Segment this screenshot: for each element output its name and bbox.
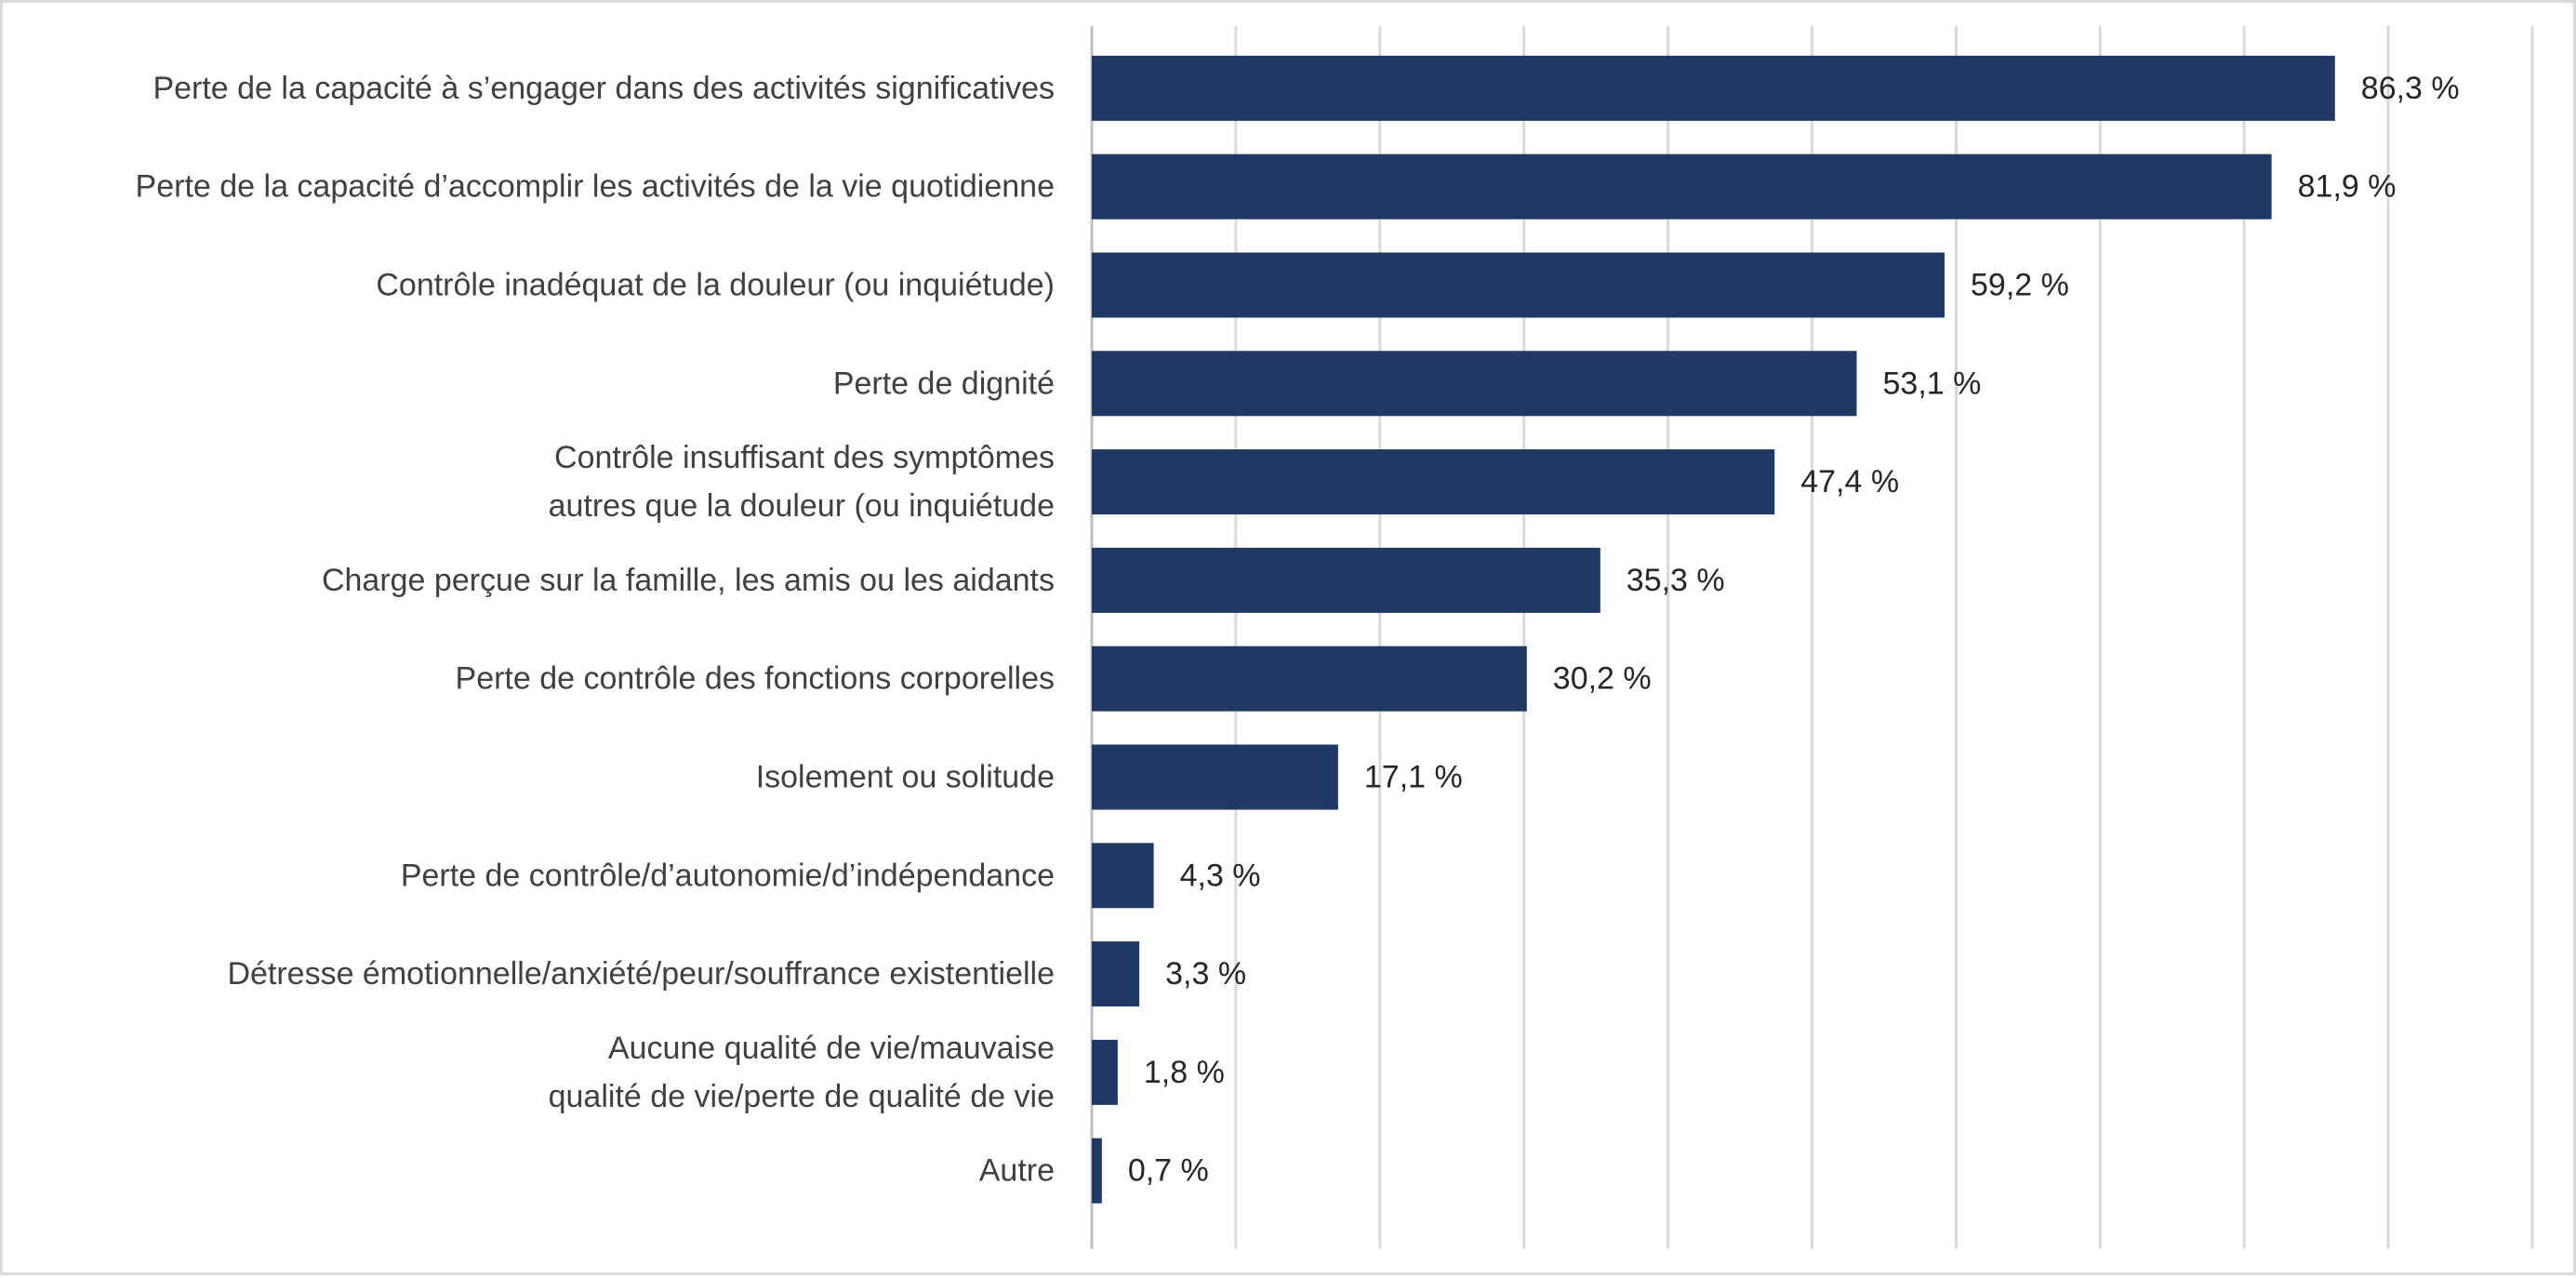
category-label: Contrôle inadéquat de la douleur (ou inq… — [376, 268, 1055, 303]
bar — [1092, 449, 1775, 515]
data-label: 0,7 % — [1128, 1153, 1209, 1189]
category-label: Contrôle insuffisant des symptômes — [554, 440, 1055, 475]
data-label: 86,3 % — [2361, 71, 2460, 106]
value-labels: 86,3 % 81,9 % 59,2 % 53,1 % 47,4 % 35,3 % 30,2… — [1128, 71, 2460, 1189]
bar-chart: Perte de la capacité à s’engager dans de… — [136, 26, 2534, 1249]
data-label: 30,2 % — [1553, 661, 1652, 697]
data-label: 35,3 % — [1627, 563, 1725, 598]
bar — [1092, 351, 1857, 417]
category-label: autres que la douleur (ou inquiétude — [549, 488, 1055, 524]
category-label: Perte de la capacité d’accomplir les act… — [136, 169, 1055, 205]
category-label: Perte de dignité — [833, 366, 1055, 401]
category-labels: Perte de la capacité à s’engager dans de… — [136, 71, 1055, 1189]
data-label: 47,4 % — [1800, 464, 1899, 499]
data-label: 3,3 % — [1165, 956, 1246, 992]
category-label: Perte de contrôle des fonctions corporel… — [456, 661, 1055, 697]
bar — [1092, 55, 2335, 121]
category-label: Détresse émotionnelle/anxiété/peur/souff… — [227, 956, 1055, 992]
bar — [1092, 941, 1140, 1007]
bar — [1092, 646, 1527, 712]
data-label: 81,9 % — [2298, 169, 2397, 205]
bars — [1092, 55, 2335, 1204]
bar — [1092, 547, 1600, 613]
bar — [1092, 1138, 1102, 1204]
bar — [1092, 744, 1338, 810]
category-label: Perte de contrôle/d’autonomie/d’indépend… — [401, 858, 1055, 893]
category-label: Perte de la capacité à s’engager dans de… — [153, 71, 1055, 106]
gridlines — [1090, 26, 2534, 1249]
data-label: 4,3 % — [1180, 858, 1261, 893]
data-label: 1,8 % — [1144, 1055, 1225, 1090]
bar — [1092, 843, 1154, 909]
bar — [1092, 252, 1945, 318]
category-label: Autre — [979, 1153, 1055, 1189]
bar — [1092, 153, 2272, 220]
category-label: Charge perçue sur la famille, les amis o… — [322, 563, 1055, 598]
category-label: Aucune qualité de vie/mauvaise — [608, 1031, 1055, 1066]
category-label: qualité de vie/perte de qualité de vie — [549, 1079, 1055, 1114]
category-label: Isolement ou solitude — [756, 760, 1055, 795]
bar — [1092, 1039, 1118, 1105]
data-label: 59,2 % — [1971, 268, 2069, 303]
data-label: 53,1 % — [1883, 366, 1982, 401]
data-label: 17,1 % — [1364, 760, 1463, 795]
